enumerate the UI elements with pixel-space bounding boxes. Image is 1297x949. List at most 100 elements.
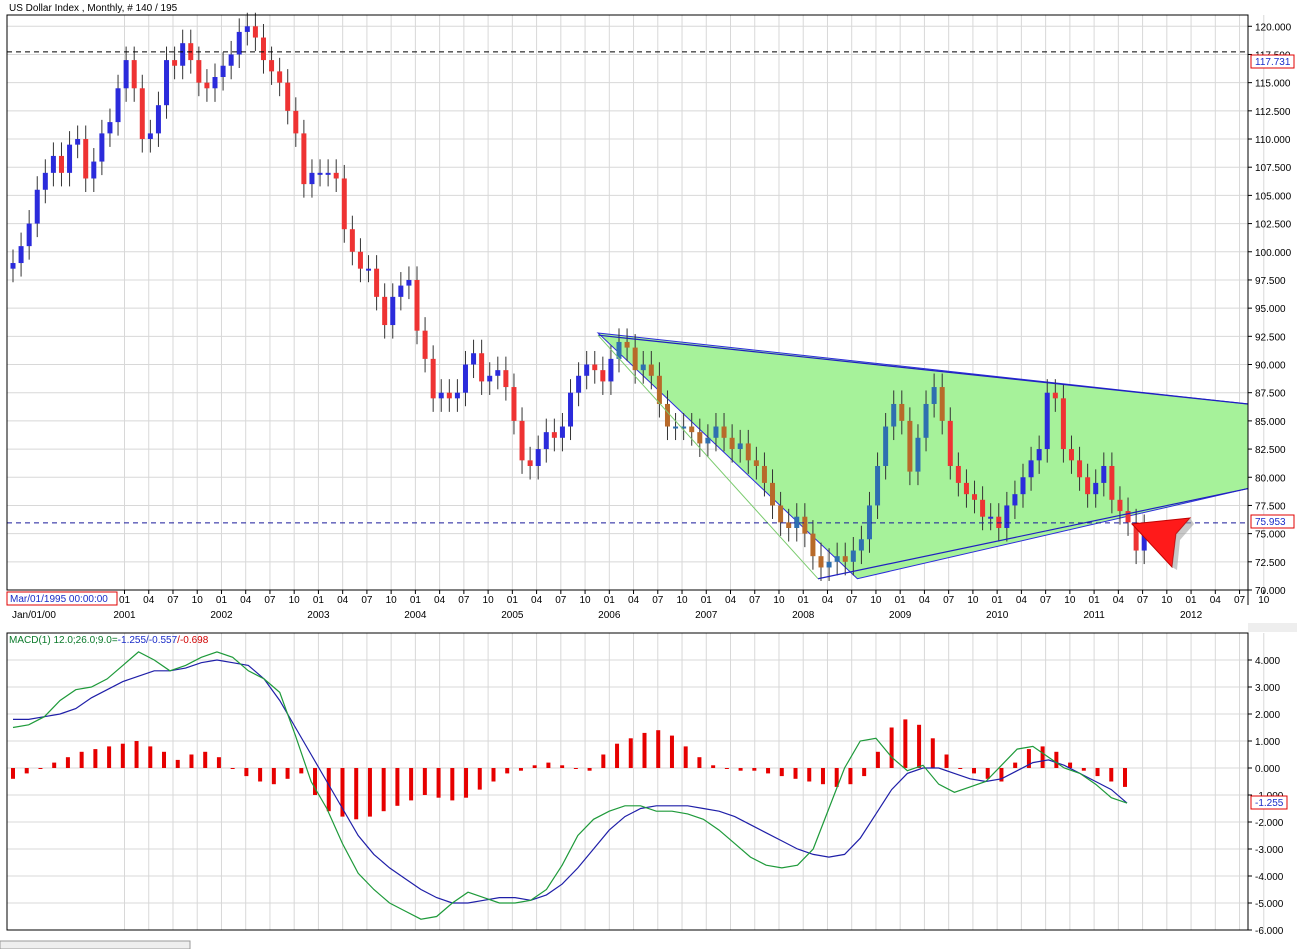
month-tick-label: 01: [216, 595, 228, 606]
month-tick-label: 07: [361, 595, 373, 606]
candle-body: [406, 279, 412, 286]
month-tick-label: 04: [1113, 595, 1125, 606]
histogram-bar: [477, 768, 482, 790]
candle-body: [818, 556, 824, 568]
month-tick-label: 04: [434, 595, 446, 606]
histogram-bar: [999, 768, 1004, 782]
candle-body: [1141, 527, 1147, 551]
candle-body: [721, 426, 727, 438]
price-tick-label: 72.500: [1255, 558, 1286, 569]
year-tick-label: 2008: [792, 610, 815, 621]
candle-body: [10, 263, 16, 269]
price-tick-label: 95.000: [1255, 304, 1286, 315]
candle-body: [1052, 392, 1058, 399]
candle-body: [519, 420, 525, 461]
month-tick-label: 07: [652, 595, 664, 606]
upper-level-marker: [1250, 54, 1295, 69]
candle-body: [244, 26, 250, 32]
candle-body: [947, 420, 953, 466]
histogram-value: -0.698: [180, 635, 209, 646]
candle-body: [640, 364, 646, 371]
month-tick-label: 07: [555, 595, 567, 606]
histogram-bar: [367, 768, 372, 817]
macd-line: [13, 659, 1128, 904]
macd-tick-label: 0.000: [1255, 764, 1280, 775]
candle-body: [632, 347, 638, 371]
candle-body: [317, 172, 323, 175]
histogram-bar: [395, 768, 400, 806]
histogram-bar: [917, 724, 922, 768]
candle-body: [794, 516, 800, 528]
candle-body: [50, 155, 56, 173]
candle-body: [91, 161, 97, 179]
price-tick-label: 87.500: [1255, 389, 1286, 400]
histogram-bar: [93, 749, 98, 768]
month-tick-label: 07: [749, 595, 761, 606]
candle-body: [705, 437, 711, 444]
histogram-bar: [546, 762, 551, 768]
month-tick-label: 01: [1186, 595, 1198, 606]
candle-body: [147, 133, 153, 140]
price-tick-label: 77.500: [1255, 501, 1286, 512]
candle-body: [1036, 449, 1042, 461]
histogram-bar: [505, 768, 510, 774]
month-tick-label: 04: [1016, 595, 1028, 606]
candle-body: [1109, 465, 1115, 500]
histogram-bar: [1054, 751, 1059, 768]
readout-sep-2: /: [177, 635, 180, 646]
signal-value: -0.557: [149, 635, 178, 646]
candle-body: [600, 370, 606, 382]
year-tick-label: 2005: [501, 610, 524, 621]
month-tick-label: 01: [992, 595, 1004, 606]
candle-body: [559, 426, 565, 438]
candle-body: [923, 403, 929, 438]
price-tick-label: 92.500: [1255, 332, 1286, 343]
candle-body: [850, 550, 856, 562]
histogram-bar: [162, 751, 167, 768]
price-tick-label: 70.000: [1255, 586, 1286, 597]
histogram-bar: [669, 735, 674, 768]
histogram-bar: [65, 757, 70, 768]
candle-body: [681, 426, 687, 429]
histogram-bar: [340, 768, 345, 817]
candle-body: [131, 60, 137, 89]
time-axis-ticks: 01 04 07 10 01 04 07 10 01 04 07 10 01 04 07 10 01 04 07 10…: [113, 590, 1270, 621]
candle-body: [770, 482, 776, 506]
histogram-bar: [1109, 768, 1114, 782]
candle-body: [382, 296, 388, 326]
histogram-bar: [752, 768, 757, 771]
candle-body: [729, 437, 735, 450]
histogram-bar: [409, 768, 414, 801]
month-tick-label: 07: [264, 595, 276, 606]
month-tick-label: 07: [846, 595, 858, 606]
candle-body: [673, 426, 679, 429]
candle-body: [107, 122, 113, 134]
month-tick-label: 07: [167, 595, 179, 606]
histogram-bar: [216, 757, 221, 768]
macd-tick-label: -4.000: [1255, 872, 1284, 883]
macd-tick-label: -3.000: [1255, 845, 1284, 856]
macd-tick-label: 2.000: [1255, 710, 1280, 721]
pane-splitter[interactable]: [1248, 623, 1297, 632]
candle-body: [624, 341, 630, 348]
horizontal-scrollbar[interactable]: [0, 940, 191, 949]
macd-marker-value: -1.255: [1255, 798, 1284, 809]
macd-label: MACD(1) 12.0;26.0;9.0=: [9, 635, 118, 646]
candle-body: [430, 358, 436, 399]
upper-level-value: 117.731: [1255, 57, 1291, 68]
year-tick-label: 2011: [1083, 610, 1105, 621]
candle-body: [697, 432, 703, 444]
month-tick-label: 01: [313, 595, 325, 606]
candle-body: [374, 268, 380, 297]
candle-body: [164, 60, 170, 106]
month-tick-label: 04: [531, 595, 543, 606]
candle-body: [551, 432, 557, 438]
histogram-bar: [107, 746, 112, 768]
histogram-bar: [573, 768, 578, 769]
histogram-bar: [52, 762, 57, 768]
macd-value: -1.255: [118, 635, 147, 646]
candle-body: [446, 392, 452, 399]
histogram-bar: [793, 768, 798, 779]
candle-body: [398, 285, 404, 297]
histogram-bar: [738, 768, 743, 771]
